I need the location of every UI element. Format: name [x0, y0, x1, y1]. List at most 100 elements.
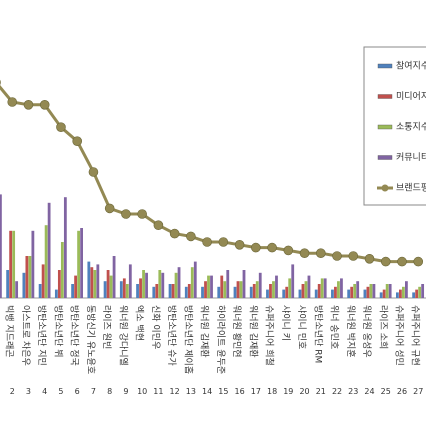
bar — [301, 284, 305, 298]
bar — [337, 281, 340, 298]
bar — [161, 272, 165, 298]
bar — [412, 292, 416, 298]
bar — [139, 278, 142, 298]
legend-swatch — [377, 155, 393, 160]
rank-label: 6 — [75, 387, 80, 396]
rank-label: 21 — [316, 387, 326, 396]
bar — [372, 284, 376, 298]
bar — [207, 275, 210, 298]
line-marker — [104, 203, 115, 214]
x-tick-label: 신화 이민우 — [150, 305, 161, 349]
x-tick-label: 방탄소년단 제이홉 — [182, 305, 194, 374]
bar — [415, 289, 419, 298]
x-tick-label: 방탄소년단 뷔 — [52, 305, 63, 358]
x-tick-label: 아스트로 차은우 — [20, 305, 32, 366]
bar — [6, 270, 10, 298]
bar — [258, 272, 262, 298]
bar — [44, 225, 48, 298]
legend-label: 커뮤니티 — [396, 152, 426, 163]
legend-swatch — [377, 94, 393, 99]
line-marker — [380, 256, 391, 267]
line — [0, 84, 419, 264]
bar — [103, 281, 107, 298]
bar — [210, 275, 213, 298]
line-marker — [0, 79, 1, 86]
legend-swatch — [377, 124, 393, 130]
bar — [93, 270, 97, 298]
bar — [90, 267, 94, 298]
line-marker — [23, 100, 34, 110]
line-marker — [169, 228, 180, 239]
rank-label: 15 — [218, 387, 228, 396]
rank-label: 20 — [299, 387, 309, 396]
line-marker — [218, 237, 229, 247]
legend-label: 미디어지 — [396, 91, 426, 102]
bar — [314, 289, 318, 298]
bar — [382, 289, 386, 298]
x-tick-label: 방탄소년단 슈가 — [166, 305, 177, 366]
bar — [31, 230, 35, 298]
bar — [385, 284, 389, 298]
x-tick-label: 워너원 김재환 — [199, 305, 211, 358]
bar — [41, 264, 45, 298]
bar — [323, 278, 327, 298]
rank-label: 12 — [170, 387, 180, 396]
bar — [74, 275, 77, 298]
x-tick-label: 동방신기 유노윤호 — [85, 305, 96, 374]
bar — [193, 261, 197, 298]
bar — [317, 284, 321, 298]
rank-label: 27 — [413, 387, 423, 396]
bar — [405, 281, 408, 298]
x-tick-label: 워너원 김재환 — [247, 305, 259, 358]
x-tick-label: 엑소 백현 — [134, 305, 146, 341]
bar — [63, 197, 67, 298]
rank-label: 13 — [186, 387, 196, 396]
rank-label: 26 — [397, 387, 407, 396]
legend-label: 참여지수 — [396, 60, 426, 72]
bar — [184, 286, 188, 298]
rank-label: 2 — [10, 387, 15, 396]
bar — [12, 230, 16, 298]
legend-swatch — [377, 63, 393, 69]
rank-label: 8 — [107, 387, 112, 396]
x-tick-label: 방탄소년단 지민 — [36, 305, 47, 366]
bar — [266, 289, 269, 298]
bar — [54, 289, 58, 298]
bar — [0, 194, 2, 298]
line-marker — [364, 253, 375, 264]
bar — [142, 270, 145, 298]
bar — [128, 264, 132, 298]
line-marker — [299, 248, 310, 258]
line-marker — [137, 209, 147, 219]
rank-label: 10 — [137, 387, 147, 396]
bar — [399, 289, 402, 298]
bar — [60, 242, 64, 298]
rank-label: 9 — [123, 387, 128, 396]
rank-label: 24 — [364, 387, 374, 396]
x-tick-label: 워너원 강다니엘 — [117, 305, 128, 366]
bar — [217, 286, 221, 298]
bar — [255, 281, 259, 298]
line-marker — [121, 209, 131, 219]
line-marker — [153, 220, 164, 230]
x-tick-label: 슈퍼주니어 규현 — [410, 305, 421, 366]
line-marker — [234, 240, 245, 250]
x-tick-label: 워너원 옹성우 — [361, 305, 372, 358]
bar — [22, 272, 26, 298]
bar — [304, 281, 308, 298]
line-marker — [413, 256, 424, 267]
x-tick-label: 슈퍼주니어 희철 — [264, 305, 276, 366]
bar — [353, 284, 357, 298]
rank-label: 23 — [348, 387, 358, 396]
bar — [239, 281, 243, 298]
bar — [363, 289, 367, 298]
bar — [269, 284, 272, 298]
x-tick-label: 방탄소년단 정국 — [69, 305, 80, 366]
bar — [171, 284, 175, 298]
bar — [125, 284, 129, 298]
rank-label: 17 — [251, 387, 261, 396]
bar — [25, 256, 29, 298]
rank-label: 16 — [235, 387, 245, 396]
